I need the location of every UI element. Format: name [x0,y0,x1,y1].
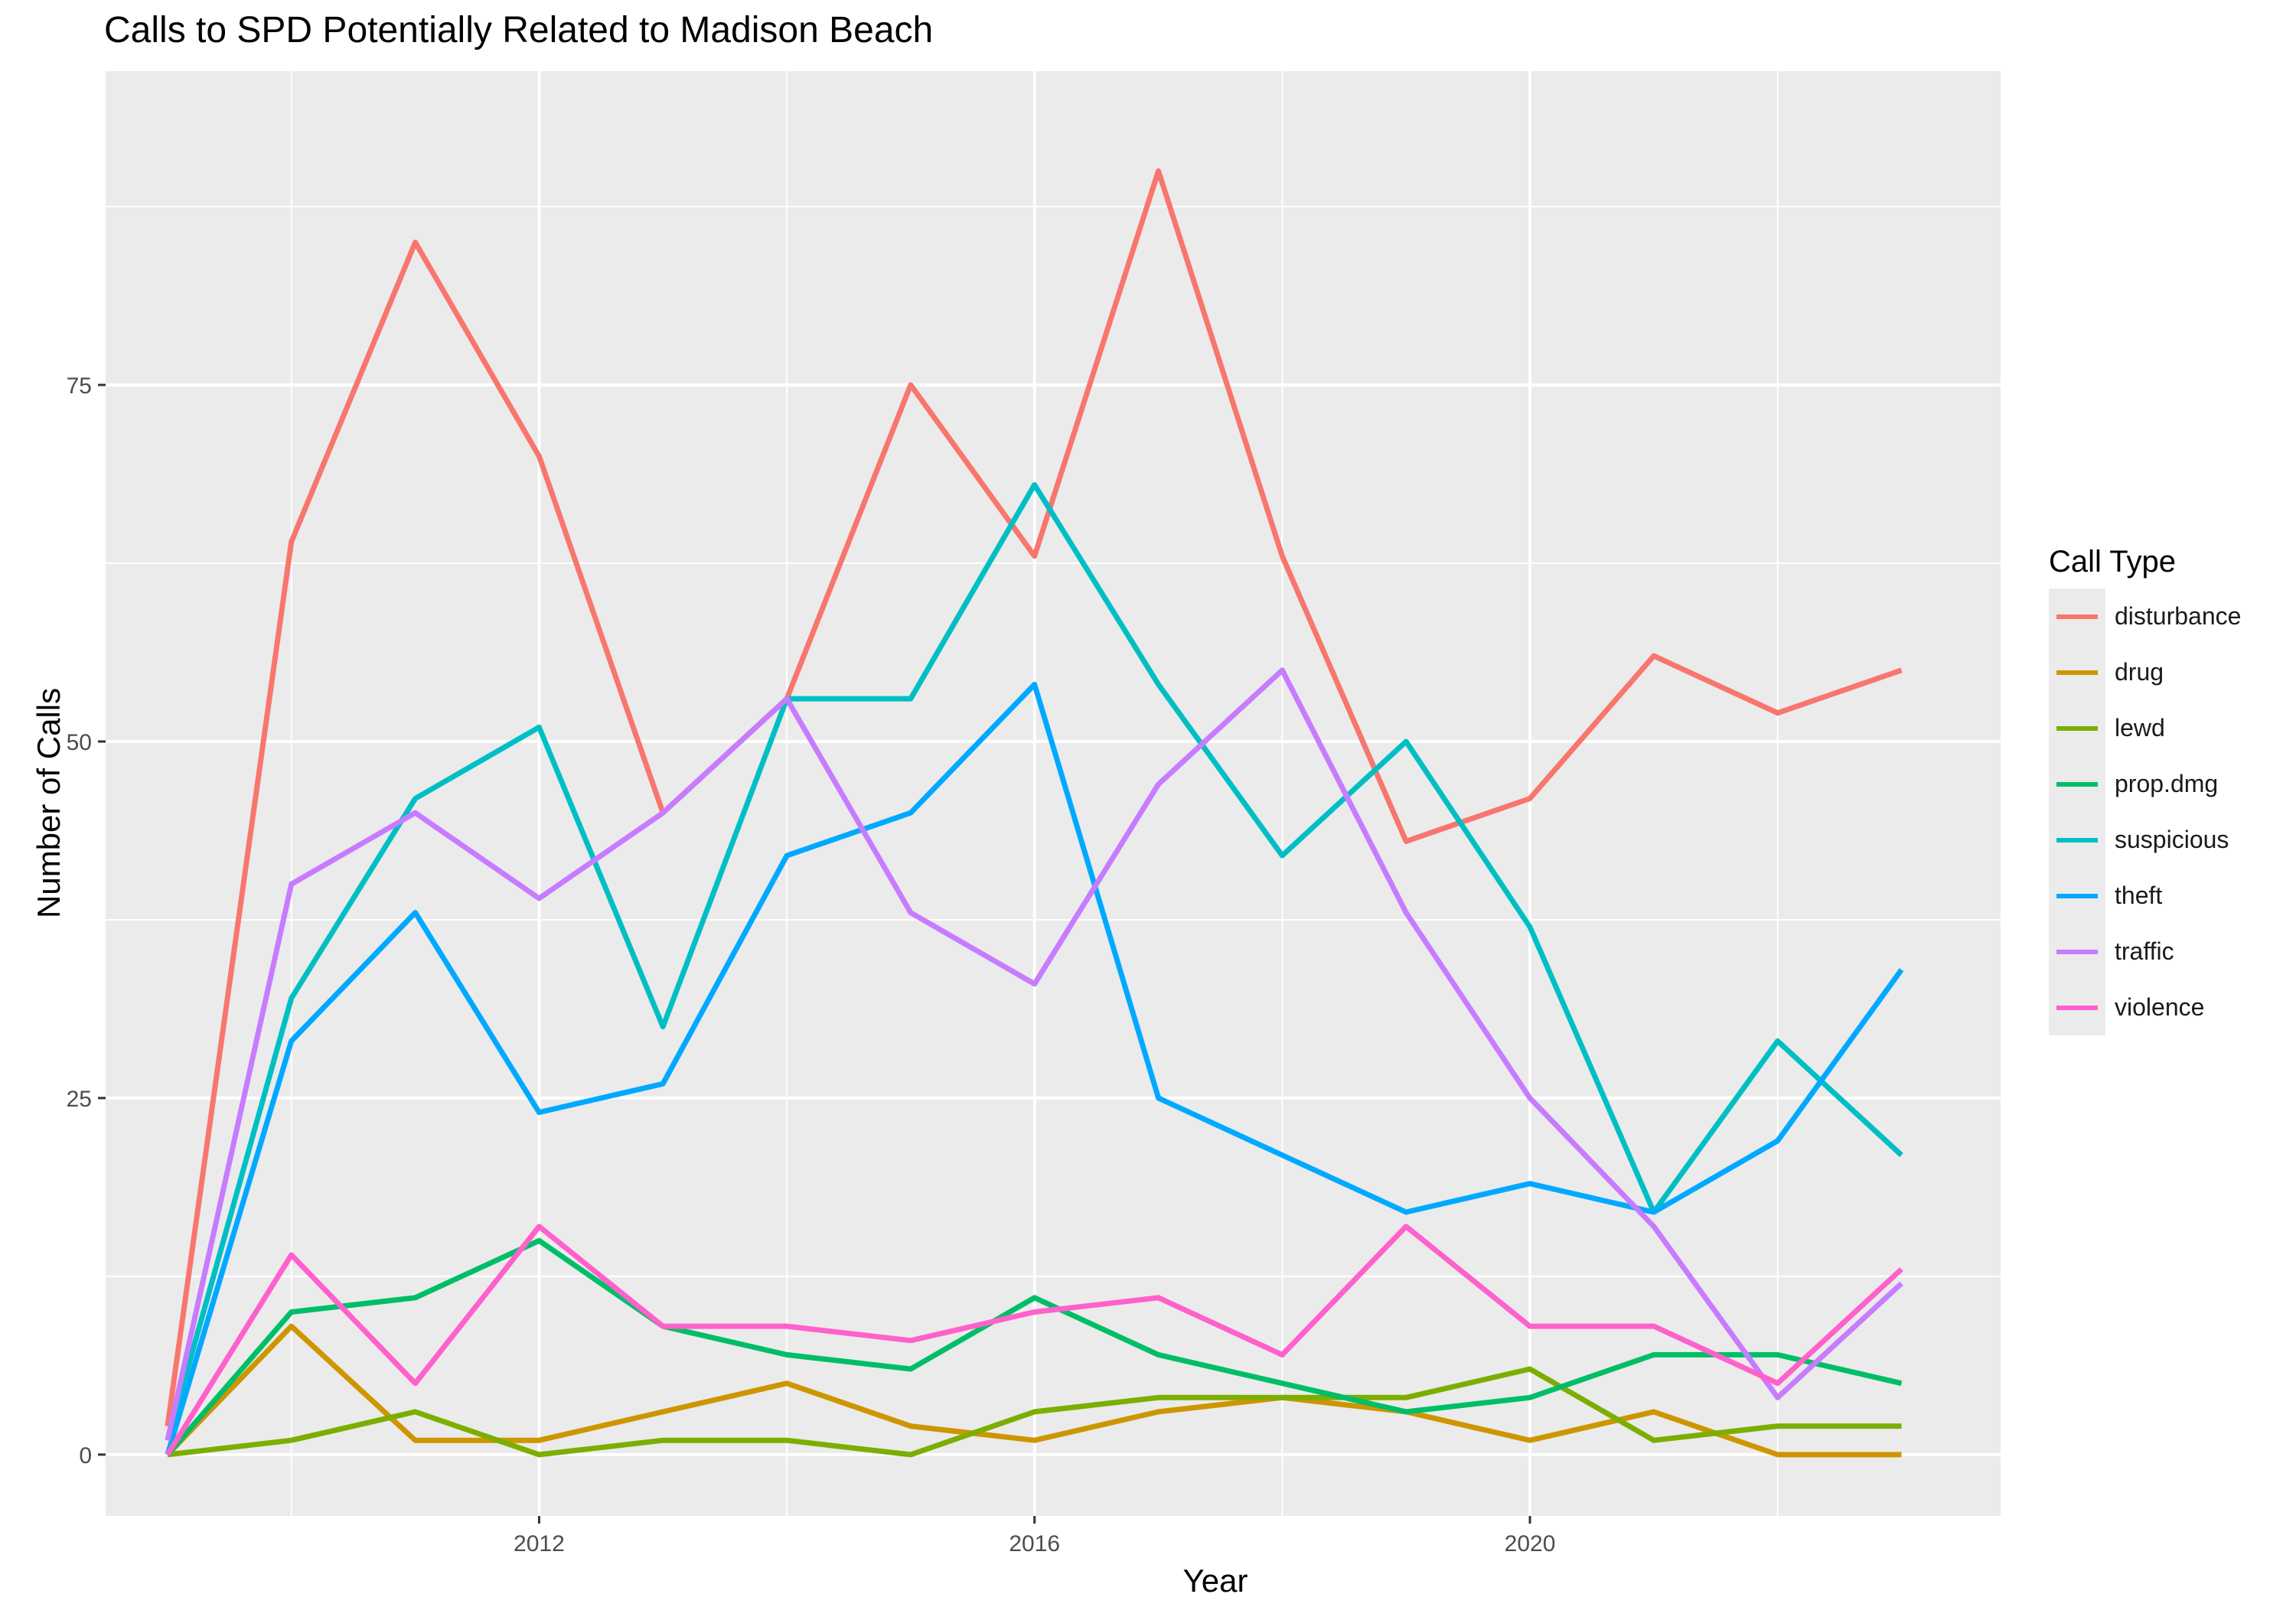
legend-key-line [2056,950,2098,954]
legend-item: lewd [2049,700,2241,756]
legend-label: drug [2115,658,2164,686]
y-tick-label: 50 [67,730,92,755]
y-tick-label: 75 [67,373,92,399]
legend-key [2049,812,2105,868]
legend-key [2049,868,2105,924]
series-line-drug [165,1323,1902,1458]
x-tick-label: 2020 [1505,1531,1556,1556]
y-tick-label: 25 [67,1087,92,1112]
legend-item: traffic [2049,924,2241,980]
legend-key [2049,700,2105,756]
legend-item: suspicious [2049,812,2241,868]
legend-key [2049,924,2105,980]
legend-key-line [2056,670,2098,675]
x-tick-label: 2012 [514,1531,565,1556]
series-line-suspicious [165,482,1903,1442]
x-axis-title: Year [0,1563,2296,1599]
legend-item: theft [2049,868,2241,924]
legend-label: theft [2115,882,2163,909]
series-line-traffic [165,667,1903,1441]
legend-key-line [2056,726,2098,731]
legend-key-line [2056,1006,2098,1010]
series-line-disturbance [165,168,1903,1427]
legend: Call Type disturbance drug lewd prop.dmg sus… [2049,545,2241,1035]
y-tick-label: 0 [79,1443,92,1468]
legend-label: disturbance [2115,602,2242,630]
legend-key-line [2056,838,2098,843]
legend-item: disturbance [2049,588,2241,644]
legend-key-line [2056,782,2098,787]
legend-label: suspicious [2115,826,2229,853]
chart-title: Calls to SPD Potentially Related to Madi… [104,10,934,51]
series-line-prop-dmg [165,1237,1903,1457]
series-line-theft [165,681,1904,1455]
legend-title: Call Type [2049,545,2177,579]
x-tick-label: 2016 [1009,1531,1060,1556]
legend-label: lewd [2115,714,2165,742]
legend-key [2049,980,2105,1035]
legend-item: violence [2049,980,2241,1035]
x-axis-title-text: Year [1182,1563,1248,1599]
series-line-lewd [167,1366,1902,1458]
legend-key-line [2056,894,2098,898]
legend-key-line [2056,614,2098,619]
legend-item: drug [2049,644,2241,700]
legend-label: prop.dmg [2115,770,2219,797]
legend-label: violence [2115,993,2205,1021]
series-line-violence [165,1224,1903,1456]
legend-key [2049,588,2105,644]
legend-key [2049,644,2105,700]
legend-item: prop.dmg [2049,756,2241,812]
y-axis-title: Number of Calls [31,687,67,918]
legend-key [2049,756,2105,812]
legend-label: traffic [2115,937,2174,965]
